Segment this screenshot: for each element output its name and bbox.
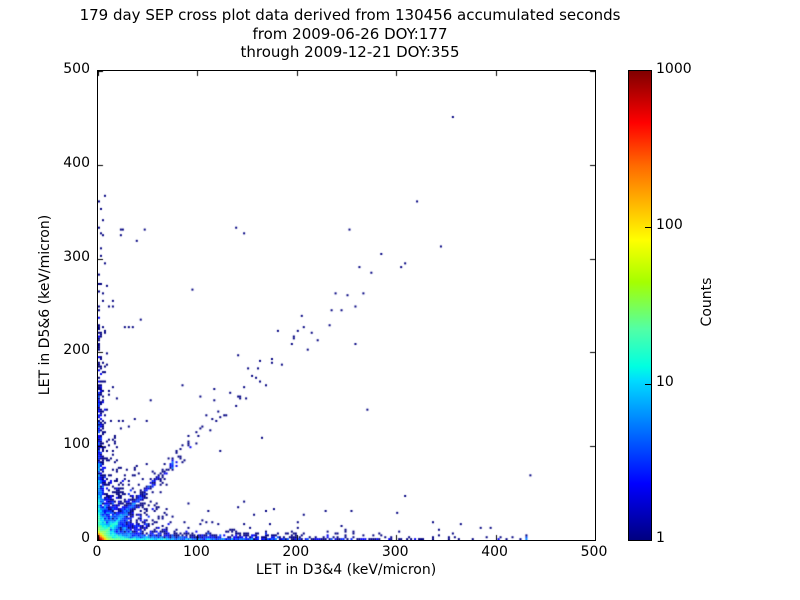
y-axis-label-text: LET in D5&6 (keV/micron) bbox=[37, 214, 53, 396]
figure-title-line1: 179 day SEP cross plot data derived from… bbox=[79, 6, 621, 24]
colorbar-tick-label: 1000 bbox=[656, 61, 692, 77]
y-tick-label: 300 bbox=[63, 248, 90, 265]
y-tick-label: 100 bbox=[63, 436, 90, 453]
x-axis-label: LET in D3&4 (keV/micron) bbox=[255, 562, 437, 578]
x-tick-label: 0 bbox=[92, 544, 102, 560]
figure-title-line2: from 2009-06-26 DOY:177 bbox=[252, 25, 448, 43]
colorbar-tick-label: 1 bbox=[656, 530, 665, 546]
y-tick-label: 500 bbox=[63, 61, 90, 77]
colorbar-tick-label: 100 bbox=[656, 217, 683, 234]
y-tick-label: 0 bbox=[81, 530, 90, 546]
x-tick-label: 100 bbox=[183, 544, 210, 560]
plot-area bbox=[97, 70, 596, 541]
x-tick-label: 500 bbox=[580, 544, 608, 560]
scatter-canvas bbox=[98, 71, 595, 540]
x-tick-label: 400 bbox=[481, 544, 508, 560]
colorbar-tick-mark bbox=[645, 227, 651, 229]
y-tick-label: 200 bbox=[63, 342, 90, 359]
x-tick-label: 200 bbox=[282, 544, 310, 560]
colorbar-tick-mark bbox=[645, 383, 651, 385]
colorbar-label-text: Counts bbox=[699, 277, 715, 327]
colorbar-tick-label: 10 bbox=[656, 373, 674, 390]
y-tick-label: 400 bbox=[63, 154, 90, 171]
x-tick-label: 300 bbox=[381, 544, 409, 560]
colorbar bbox=[628, 70, 652, 541]
figure-title-line3: through 2009-12-21 DOY:355 bbox=[240, 43, 460, 61]
